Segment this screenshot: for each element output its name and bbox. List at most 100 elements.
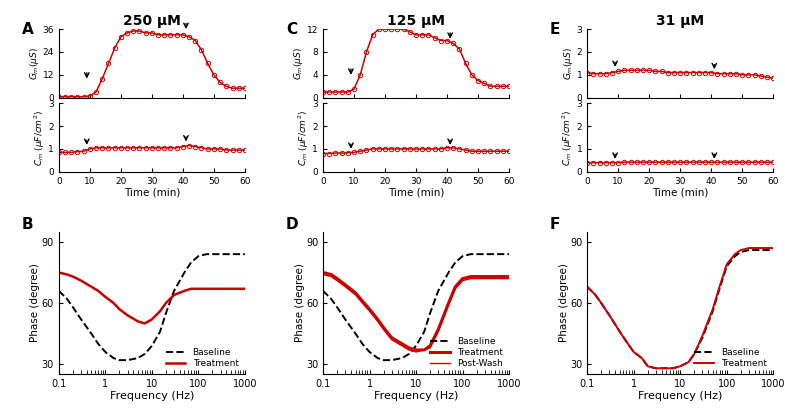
Treatment bbox=[194, 286, 203, 291]
X-axis label: Time (min): Time (min) bbox=[388, 187, 444, 197]
Treatment bbox=[458, 276, 467, 281]
Treatment bbox=[208, 286, 217, 291]
Baseline bbox=[100, 349, 110, 354]
Treatment bbox=[622, 339, 631, 344]
Baseline bbox=[123, 358, 133, 363]
Post-Wash bbox=[433, 329, 443, 334]
Baseline bbox=[319, 288, 328, 293]
Treatment bbox=[684, 360, 693, 365]
Baseline bbox=[187, 260, 196, 265]
Baseline bbox=[643, 364, 652, 369]
X-axis label: Time (min): Time (min) bbox=[652, 187, 708, 197]
Treatment bbox=[769, 245, 778, 250]
Treatment bbox=[373, 317, 382, 322]
Baseline bbox=[722, 264, 732, 269]
Treatment bbox=[715, 284, 725, 289]
Baseline bbox=[615, 329, 624, 334]
Treatment bbox=[419, 347, 429, 352]
Treatment bbox=[332, 276, 341, 281]
Baseline bbox=[637, 356, 647, 361]
Y-axis label: $G_m(\mu S)$: $G_m(\mu S)$ bbox=[28, 47, 41, 80]
Baseline bbox=[761, 248, 771, 253]
Treatment bbox=[76, 278, 86, 283]
Y-axis label: $C_m\ (\mu F/cm^2)$: $C_m\ (\mu F/cm^2)$ bbox=[32, 109, 47, 166]
Treatment bbox=[109, 301, 119, 306]
Y-axis label: $G_m(\mu S)$: $G_m(\mu S)$ bbox=[562, 47, 575, 80]
Baseline bbox=[466, 252, 476, 257]
Treatment bbox=[240, 286, 250, 291]
Line: Post-Wash: Post-Wash bbox=[323, 275, 509, 352]
Baseline bbox=[419, 329, 429, 334]
Post-Wash bbox=[332, 278, 341, 283]
Baseline bbox=[109, 356, 119, 361]
Treatment bbox=[379, 325, 389, 330]
Baseline bbox=[216, 252, 225, 257]
Baseline bbox=[54, 288, 64, 293]
Baseline bbox=[472, 252, 481, 257]
Treatment bbox=[744, 245, 754, 250]
Baseline bbox=[411, 343, 421, 348]
Post-Wash bbox=[397, 343, 407, 348]
Post-Wash bbox=[358, 301, 367, 306]
Baseline bbox=[597, 301, 606, 306]
Baseline bbox=[668, 366, 677, 371]
Baseline bbox=[652, 366, 661, 371]
Treatment bbox=[140, 321, 149, 326]
Y-axis label: $G_m(\mu S)$: $G_m(\mu S)$ bbox=[292, 47, 305, 80]
Line: Treatment: Treatment bbox=[587, 248, 773, 368]
Post-Wash bbox=[419, 347, 429, 352]
Baseline bbox=[155, 329, 165, 334]
Treatment bbox=[170, 292, 179, 297]
Treatment bbox=[466, 274, 476, 279]
Treatment bbox=[62, 272, 71, 277]
Post-Wash bbox=[466, 276, 476, 281]
Treatment bbox=[147, 317, 156, 322]
Post-Wash bbox=[491, 276, 500, 281]
Treatment bbox=[133, 319, 143, 324]
Title: 250 μM: 250 μM bbox=[123, 14, 181, 28]
Treatment bbox=[233, 286, 243, 291]
Baseline bbox=[491, 252, 500, 257]
Baseline bbox=[433, 288, 443, 293]
Baseline bbox=[76, 317, 86, 322]
Post-Wash bbox=[373, 319, 382, 324]
Post-Wash bbox=[504, 276, 513, 281]
Baseline bbox=[161, 311, 170, 316]
Treatment bbox=[180, 288, 189, 293]
X-axis label: Time (min): Time (min) bbox=[124, 187, 180, 197]
Baseline bbox=[140, 352, 149, 357]
Baseline bbox=[133, 356, 143, 361]
Treatment bbox=[668, 366, 677, 371]
Baseline bbox=[365, 349, 374, 354]
Baseline bbox=[170, 288, 179, 293]
Treatment bbox=[327, 272, 336, 277]
Post-Wash bbox=[387, 337, 396, 342]
Treatment bbox=[451, 284, 460, 289]
Baseline bbox=[730, 254, 739, 259]
Baseline bbox=[662, 366, 671, 371]
Baseline bbox=[358, 342, 367, 347]
Treatment bbox=[123, 313, 133, 318]
Baseline bbox=[115, 358, 124, 363]
Treatment bbox=[480, 274, 490, 279]
Treatment bbox=[497, 274, 506, 279]
Post-Wash bbox=[411, 349, 421, 354]
Baseline bbox=[226, 252, 236, 257]
Treatment bbox=[662, 366, 671, 371]
Y-axis label: $C_m\ (\mu F/cm^2)$: $C_m\ (\mu F/cm^2)$ bbox=[560, 109, 575, 166]
Baseline bbox=[68, 305, 78, 310]
X-axis label: Frequency (Hz): Frequency (Hz) bbox=[110, 391, 194, 401]
Text: E: E bbox=[550, 22, 560, 37]
Post-Wash bbox=[444, 302, 453, 307]
Baseline bbox=[387, 358, 396, 363]
Baseline bbox=[622, 339, 631, 344]
Treatment bbox=[161, 301, 170, 306]
Treatment bbox=[155, 309, 165, 314]
Baseline bbox=[379, 358, 389, 363]
Post-Wash bbox=[497, 276, 506, 281]
Treatment bbox=[351, 290, 360, 295]
Treatment bbox=[597, 301, 606, 306]
Legend: Baseline, Treatment, Post-Wash: Baseline, Treatment, Post-Wash bbox=[428, 336, 505, 370]
Baseline bbox=[62, 297, 71, 302]
Baseline bbox=[397, 356, 407, 361]
